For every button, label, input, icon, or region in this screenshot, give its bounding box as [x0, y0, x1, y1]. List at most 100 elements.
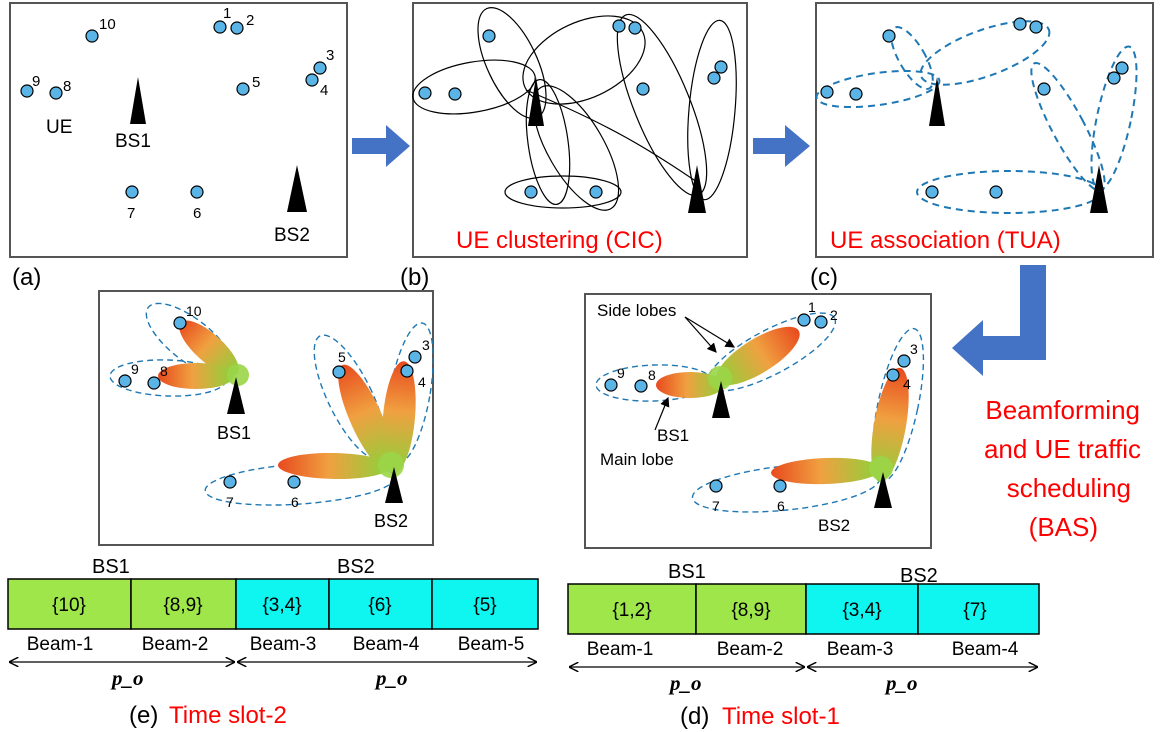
flow-arrow-a-b: [352, 125, 410, 167]
schedule-bs1-label: BS1: [92, 556, 130, 578]
beam-lobes: [656, 326, 909, 485]
ue-number-labels: 1 2 3 4 6 7 8 9: [617, 299, 918, 514]
bs2-label: BS2: [374, 511, 408, 531]
slot-ue-set: {7}: [963, 600, 986, 621]
beam-lobes: [158, 320, 416, 480]
beam-label: Beam-2: [717, 639, 784, 660]
panel-tag: (b): [400, 264, 429, 291]
beam-label: Beam-3: [250, 634, 317, 655]
panel-c-caption: UE association (TUA): [830, 227, 1061, 254]
ue-num: 4: [903, 376, 911, 392]
beam-slot: [235, 578, 330, 630]
ue-num: 9: [32, 73, 40, 90]
ue-num: 8: [63, 78, 71, 95]
bs1-antenna: [528, 77, 544, 126]
ue-num: 3: [326, 47, 334, 64]
ue-num: 2: [830, 307, 838, 323]
schedule-e: BS1 BS2 {10} {8,9} {3,4} {6} {5} Beam-1 …: [7, 556, 539, 729]
slot-ue-set: {8,9}: [163, 595, 202, 616]
ue-num: 7: [226, 494, 234, 510]
beam-label: Beam-1: [27, 634, 94, 655]
period-label: p_o: [110, 666, 144, 690]
ue-nodes: [820, 17, 1129, 199]
ue-number-labels: 3 4 5 6 7 8 9 10: [131, 303, 430, 510]
ue-nodes: [20, 20, 327, 199]
ue-num: 6: [193, 205, 201, 222]
bas-line-4: (BAS): [1029, 512, 1098, 542]
slot-ue-set: {3,4}: [842, 600, 881, 621]
ue-num: 7: [712, 498, 720, 514]
beam-slot: [130, 578, 237, 630]
ue-num: 8: [160, 363, 168, 379]
side-lobes-label: Side lobes: [597, 301, 676, 320]
main-lobe-label: Main lobe: [600, 450, 674, 469]
bs1-antenna: [130, 77, 146, 124]
ue-nodes: [418, 19, 728, 199]
panel-c: UE association (TUA) (c): [810, 2, 1154, 291]
beam-label: Beam-1: [587, 639, 654, 660]
bas-line-1: Beamforming: [985, 395, 1140, 425]
ue-num: 10: [99, 16, 116, 33]
panel-tag: (d): [680, 703, 709, 730]
beam-slot: [695, 583, 807, 635]
panel-tag: (c): [810, 264, 838, 291]
ue-number-labels: 1 2 3 4 5 6 7 8 9 10: [32, 5, 334, 222]
period-label: p_o: [884, 671, 918, 695]
panel-b-caption: UE clustering (CIC): [456, 227, 663, 254]
ue-num: 7: [127, 205, 135, 222]
slot-ue-set: {8,9}: [731, 600, 770, 621]
beam-slot: [431, 578, 539, 630]
bs2-antenna: [688, 165, 706, 213]
bas-line-3: scheduling: [1007, 473, 1131, 503]
flow-arrow-c-d: [952, 265, 1046, 376]
ue-label: UE: [46, 117, 72, 138]
flow-arrow-b-c: [753, 125, 810, 167]
ue-num: 2: [246, 12, 254, 29]
beam-slot: [917, 583, 1040, 635]
ue-num: 10: [186, 303, 202, 319]
bs2-antenna: [385, 467, 403, 503]
slot-ue-set: {3,4}: [262, 595, 301, 616]
ue-num: 6: [777, 498, 785, 514]
ue-num: 1: [808, 299, 816, 315]
ue-nodes: [118, 316, 422, 489]
beam-slot: [328, 578, 433, 630]
period-label: p_o: [668, 671, 702, 695]
ue-num: 3: [910, 341, 918, 357]
bs2-antenna: [1090, 165, 1108, 213]
bs2-antenna: [874, 472, 892, 508]
slot-ue-set: {10}: [52, 595, 86, 616]
cluster-ellipses: [412, 7, 737, 211]
panel-tag: (a): [12, 264, 41, 291]
bs1-label: BS1: [115, 131, 151, 152]
schedule-bs1-label: BS1: [668, 561, 706, 583]
slot-ue-set: {1,2}: [612, 600, 651, 621]
ue-num: 9: [617, 365, 625, 381]
beam-label: Beam-2: [142, 634, 209, 655]
side-lobe-pointers: [654, 316, 736, 431]
beam-label: Beam-3: [827, 639, 894, 660]
schedule-bs2-label: BS2: [337, 556, 375, 578]
panel-tag: (e): [129, 702, 158, 729]
bs1-label: BS1: [217, 423, 251, 443]
bs2-antenna: [287, 165, 307, 212]
ue-num: 5: [338, 349, 346, 365]
slot-ue-set: {5}: [473, 595, 496, 616]
ue-num: 4: [418, 374, 426, 390]
bs2-label: BS2: [818, 516, 850, 535]
ue-nodes: [604, 313, 911, 493]
bs2-label: BS2: [274, 225, 310, 246]
slot-ue-set: {6}: [368, 595, 391, 616]
bas-line-2: and UE traffic: [984, 434, 1141, 464]
schedule-d: BS1 BS2 {1,2} {8,9} {3,4} {7} Beam-1 Bea…: [567, 561, 1040, 730]
beam-label: Beam-5: [458, 634, 525, 655]
ue-num: 3: [422, 337, 430, 353]
ue-num: 8: [648, 367, 656, 383]
beam-slot: [805, 583, 919, 635]
panel-a: 1 2 3 4 5 6 7 8 9 10 UE BS1 BS2 (a): [9, 2, 348, 291]
bas-caption: Beamforming and UE traffic scheduling (B…: [984, 395, 1141, 542]
ue-num: 6: [291, 494, 299, 510]
beam-label: Beam-4: [353, 634, 420, 655]
beam-label: Beam-4: [952, 639, 1019, 660]
